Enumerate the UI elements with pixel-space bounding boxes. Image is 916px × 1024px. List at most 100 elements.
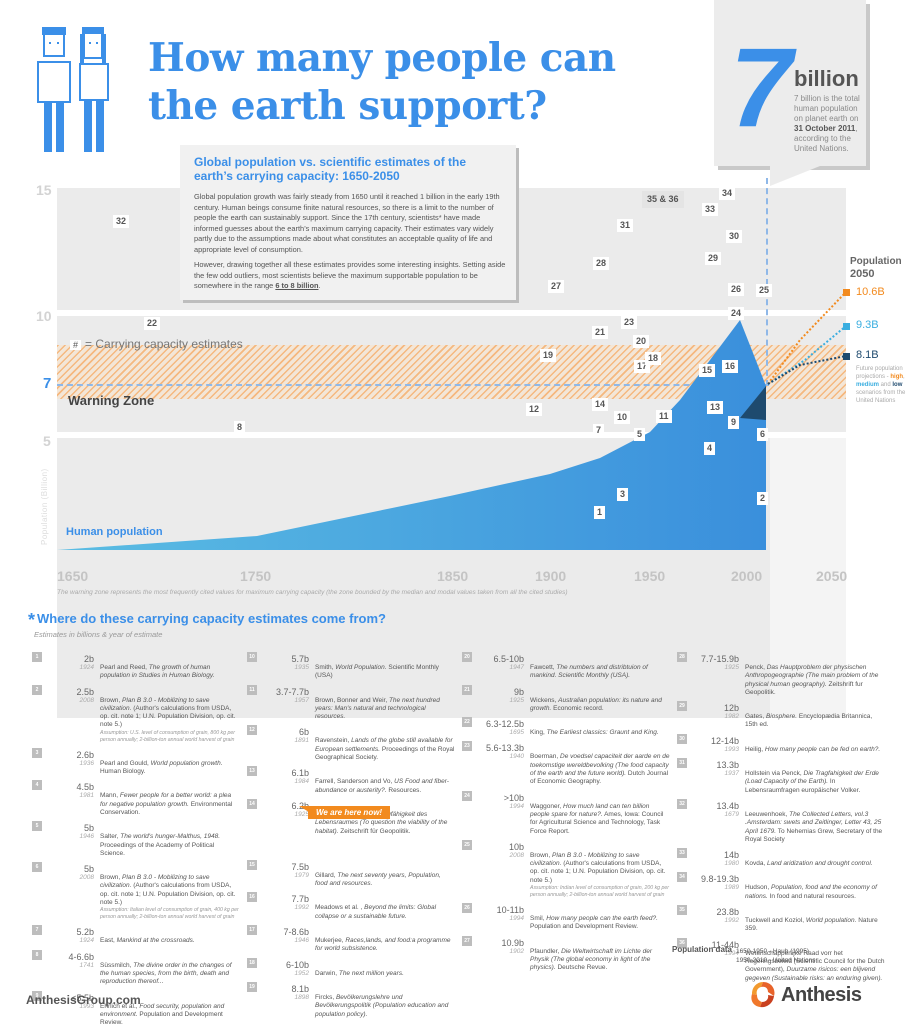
source-estimate: 11-44b 1994 xyxy=(711,939,739,957)
population-data-sources: 1650-1950 - Haub (1995) 1950-2010 - Unit… xyxy=(736,948,816,964)
estimate-marker: 29 xyxy=(705,252,722,265)
estimate-marker: 34 xyxy=(719,187,736,200)
source-item: 15 7.5b 1979 Gillard, The next seventy year… xyxy=(247,859,455,889)
source-item: 21 9b 1925 Wickens, Australian population: … xyxy=(462,684,670,714)
source-reference: Smith, World Population. Scientific Mont… xyxy=(315,664,439,680)
source-number-badge: 28 xyxy=(677,652,687,662)
estimate-marker: 22 xyxy=(144,317,161,330)
source-number-badge: 1 xyxy=(32,652,42,662)
source-item: 12 6b 1891 Ravenstein, Lands of the globe s… xyxy=(247,725,455,762)
estimate-marker: 19 xyxy=(540,349,557,362)
source-number-badge: 23 xyxy=(462,741,472,752)
projection-high: 10.6B xyxy=(856,286,885,298)
source-estimate: 7.5b 1979 xyxy=(291,861,309,879)
estimate-marker: 2 xyxy=(757,492,769,505)
source-item: 35 23.8b 1992 Tuckwell and Koziol, World po… xyxy=(677,905,885,934)
source-number-badge: 19 xyxy=(247,981,257,992)
billion-label: billion xyxy=(794,66,859,91)
source-item: 18 6-10b 1952 Darwin, The next million year… xyxy=(247,957,455,978)
source-reference: Mann, Fewer people for a better world: a… xyxy=(100,792,233,816)
warning-zone-label: Warning Zone xyxy=(68,393,155,408)
source-item: 1 2b 1924 Pearl and Reed, The growth of hum… xyxy=(32,652,240,681)
source-estimate: 7.7-15.9b 1925 xyxy=(700,654,739,671)
source-number-badge: 4 xyxy=(32,780,42,791)
website-link[interactable]: AnthesisGroup.com xyxy=(26,993,141,1007)
x-tick-1650: 1650 xyxy=(57,568,89,584)
source-estimate: 23.8b 1992 xyxy=(716,907,739,925)
anthesis-logo-icon xyxy=(751,982,775,1008)
source-estimate: 6-10b 1952 xyxy=(285,959,309,977)
source-reference: King, The Earliest classics: Graunt and … xyxy=(530,729,659,737)
source-number-badge: 18 xyxy=(247,957,257,968)
source-estimate: 9.8-19.3b 1989 xyxy=(700,874,739,892)
source-estimate: 4.5b 1981 xyxy=(76,782,94,800)
source-estimate: 6b 1891 xyxy=(294,727,309,745)
estimate-marker: 10 xyxy=(614,411,631,424)
estimate-marker: 5 xyxy=(634,428,646,441)
source-estimate: 2b 1924 xyxy=(79,654,94,671)
x-tick-2000: 2000 xyxy=(731,568,763,584)
description-title: Global population vs. scientific estimat… xyxy=(194,155,467,183)
estimate-marker: 4 xyxy=(704,442,716,455)
source-estimate: 5b 1946 xyxy=(79,823,94,841)
source-number-badge: 17 xyxy=(247,925,257,936)
source-item: 26 10-11b 1994 Smil, How many people can th… xyxy=(462,903,670,932)
projection-low: 8.1B xyxy=(856,349,879,361)
source-estimate: 9b 1925 xyxy=(509,686,524,704)
human-population-label: Human population xyxy=(66,526,163,538)
source-estimate: 5.2b 1924 xyxy=(76,927,94,945)
source-reference: Penck, Das Hauptproblem der physischen A… xyxy=(745,664,879,696)
source-item: 10 5.7b 1935 Smith, World Population. Scien… xyxy=(247,652,455,681)
source-estimate: 2.6b 1936 xyxy=(76,749,94,767)
y-axis-title: Population (Billion) xyxy=(40,468,49,545)
estimate-marker: 27 xyxy=(548,280,565,293)
source-number-badge: 2 xyxy=(32,684,42,695)
source-number-badge: 33 xyxy=(677,848,687,859)
x-tick-1950: 1950 xyxy=(634,568,666,584)
source-reference: Ehrlich et al., Food security, populatio… xyxy=(100,1002,225,1024)
source-reference: Pearl and Gould, World population growth… xyxy=(100,759,223,776)
source-item: 27 10.9b 1902 Pfaundler, Die Weltwirtschaft… xyxy=(462,935,670,973)
sources-subtitle: Estimates in billions & year of estimate xyxy=(34,630,163,639)
source-number-badge: 12 xyxy=(247,725,257,736)
source-number-badge: 3 xyxy=(32,747,42,758)
anthesis-logo: Anthesis xyxy=(748,980,862,1010)
source-estimate: 10b 2008 xyxy=(508,841,524,859)
callout-tail xyxy=(770,166,820,186)
source-item: 5 5b 1946 Salter, The world's hunger-Malthu… xyxy=(32,821,240,858)
source-reference: Tuckwell and Koziol, World population. N… xyxy=(745,917,878,933)
estimate-marker: 33 xyxy=(702,203,719,216)
source-item: 13 6.1b 1984 Farrell, Sanderson and Vo, US … xyxy=(247,766,455,795)
source-reference: Salter, The world's hunger-Malthus, 1948… xyxy=(100,833,220,857)
estimate-marker: 16 xyxy=(722,360,739,373)
estimate-marker: 35 & 36 xyxy=(642,191,684,208)
source-reference: Heilig, How many people can be fed on ea… xyxy=(745,745,881,753)
y-tick-7: 7 xyxy=(43,375,52,392)
source-number-badge: 11 xyxy=(247,684,257,695)
page-title: How many people can the earth support? xyxy=(148,35,616,129)
projection-medium: 9.3B xyxy=(856,319,879,331)
source-reference: Brown, Bonner and Weir, The next hundred… xyxy=(315,696,440,721)
source-item: 17 7-8.6b 1946 Mukerjee, Races,lands, and f… xyxy=(247,925,455,954)
source-reference: Pearl and Reed, The growth of human popu… xyxy=(100,664,215,680)
source-reference: Leeuwenhoek, The Collected Letters, vol.… xyxy=(745,810,883,843)
source-reference: Brown, Plan B 3.0 - Mobilizing to save c… xyxy=(100,874,239,921)
source-item: 2 2.5b 2008 Brown, Plan B 3.0 - Mobilizing … xyxy=(32,684,240,744)
estimate-marker: 26 xyxy=(728,283,745,296)
source-number-badge: 8 xyxy=(32,949,42,960)
chart-footnote: The warning zone represents the most fre… xyxy=(57,589,568,596)
estimate-marker: 7 xyxy=(593,424,605,437)
source-estimate: 10-11b 1994 xyxy=(496,905,524,923)
source-number-badge: 20 xyxy=(462,652,472,662)
source-estimate: 5.7b 1935 xyxy=(291,654,309,671)
source-estimate: 7.7b 1992 xyxy=(291,894,309,912)
source-reference: Wetenschapperlijke Raad vorr het Regerin… xyxy=(745,949,885,982)
source-number-badge: 21 xyxy=(462,684,472,695)
source-reference: Smil, How many people can the earth feed… xyxy=(530,915,658,931)
source-estimate: 6.1b 1984 xyxy=(291,768,309,786)
source-reference: Darwin, The next million years. xyxy=(315,969,404,977)
estimate-marker: 8 xyxy=(234,421,246,434)
estimate-marker: 18 xyxy=(645,352,662,365)
source-reference: Ravenstein, Lands of the globe still ava… xyxy=(315,737,455,762)
source-number-badge: 29 xyxy=(677,701,687,712)
